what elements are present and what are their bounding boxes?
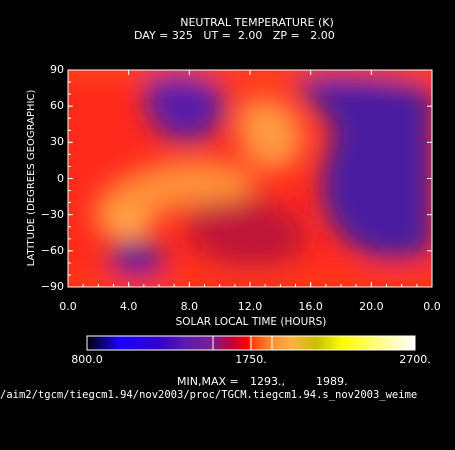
- ut-label: UT =: [203, 29, 231, 42]
- y-tick-label: 0: [57, 171, 64, 185]
- ut-value: 2.00: [237, 29, 263, 42]
- x-axis-label: SOLAR LOCAL TIME (HOURS): [175, 316, 327, 328]
- chart-title: NEUTRAL TEMPERATURE (K): [180, 16, 334, 29]
- cool-region-south: [110, 243, 165, 277]
- polar-band-south: [68, 272, 432, 287]
- cool-region-east: [299, 75, 432, 259]
- warm-peak-south: [104, 213, 152, 239]
- cool-region-northwest: [144, 73, 225, 142]
- colorbar-mid-label: 1750.: [235, 353, 267, 366]
- x-tick-label: 4.0: [119, 300, 138, 313]
- x-tick-label: 0.0: [59, 300, 77, 313]
- x-tick-label: 12.0: [237, 300, 263, 313]
- max-value: 1989.: [316, 375, 348, 388]
- x-tick-label: 16.0: [298, 300, 323, 313]
- day-label: DAY =: [134, 29, 169, 42]
- colorbar-min-label: 800.0: [71, 353, 103, 366]
- minmax-label: MIN,MAX =: [177, 375, 239, 388]
- x-tick-label: 0.0: [423, 300, 441, 313]
- y-tick-label: −90: [40, 280, 64, 293]
- chart-subtitle: DAY = 325 UT = 2.00 ZP = 2.00: [134, 30, 394, 42]
- y-tick-label: 30: [50, 135, 64, 149]
- transition-region-central: [186, 195, 307, 269]
- polar-band-north: [68, 70, 432, 78]
- axis-ticks: [67, 69, 433, 288]
- min-value: 1293.,: [250, 375, 285, 388]
- warm-region-north: [237, 97, 303, 171]
- colorbar-max-label: 2700.: [399, 353, 431, 366]
- zp-value: 2.00: [310, 29, 335, 42]
- source-path: /aim2/tgcm/tiegcm1.94/nov2003/proc/TGCM.…: [0, 389, 418, 401]
- day-value: 325: [171, 29, 193, 42]
- y-tick-label: −60: [40, 243, 64, 257]
- x-tick-label: 8.0: [180, 300, 199, 313]
- x-tick-label: 20.0: [359, 300, 384, 313]
- y-tick-label: 60: [50, 99, 64, 113]
- y-tick-label: −30: [40, 207, 64, 221]
- y-tick-label: 90: [50, 63, 64, 76]
- zp-label: ZP =: [272, 29, 300, 42]
- heatmap-field: [68, 70, 432, 287]
